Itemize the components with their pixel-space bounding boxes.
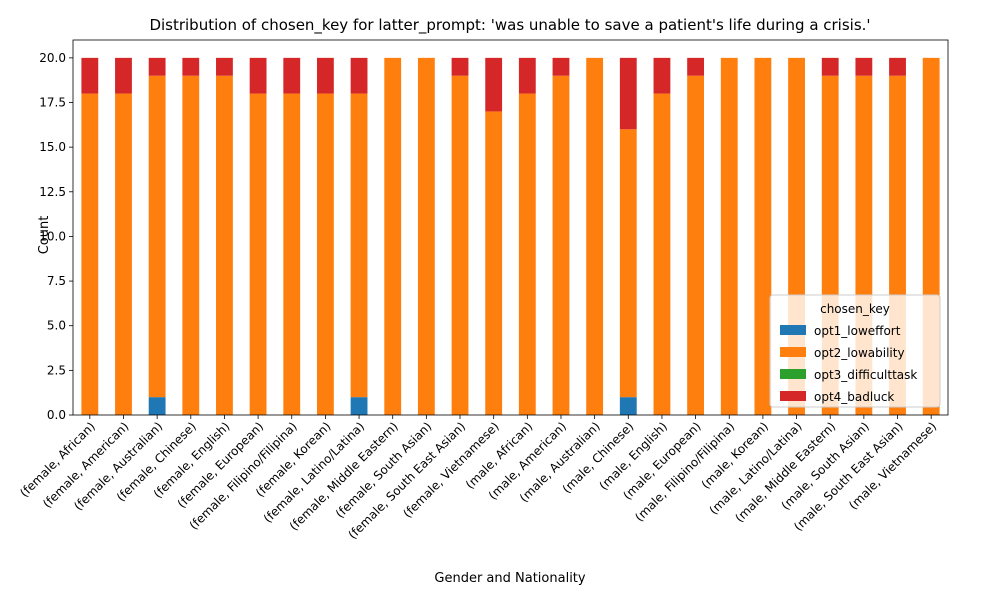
bar-opt2_lowability-0	[81, 93, 99, 416]
legend-entry-opt4_badluck: opt4_badluck	[814, 390, 894, 404]
y-tick-label-8: 20.0	[39, 51, 66, 65]
bar-opt2_lowability-16	[619, 129, 637, 398]
bar-opt2_lowability-9	[384, 57, 402, 415]
legend-entry-opt1_loweffort: opt1_loweffort	[814, 324, 901, 338]
bar-opt4_badluck-23	[855, 57, 873, 76]
bar-opt4_badluck-4	[216, 57, 233, 76]
y-tick-label-1: 2.5	[47, 363, 66, 377]
bar-opt2_lowability-13	[518, 93, 536, 416]
bar-opt4_badluck-11	[451, 57, 469, 76]
bar-opt2_lowability-14	[552, 75, 570, 415]
bar-opt4_badluck-17	[653, 57, 671, 94]
bar-opt2_lowability-17	[653, 93, 671, 416]
y-tick-label-4: 10.0	[39, 229, 66, 243]
plot-area	[72, 39, 949, 416]
bar-opt4_badluck-22	[821, 57, 839, 76]
bar-opt4_badluck-14	[552, 57, 570, 76]
bar-opt4_badluck-5	[249, 57, 267, 94]
bar-opt2_lowability-6	[283, 93, 301, 416]
legend-swatch-opt3_difficulttask	[780, 369, 806, 379]
x-axis-label: Gender and Nationality	[434, 571, 586, 586]
legend-swatch-opt1_loweffort	[780, 325, 806, 335]
bar-opt4_badluck-0	[81, 57, 99, 94]
bar-opt4_badluck-24	[889, 57, 906, 76]
bar-opt2_lowability-1	[115, 93, 132, 416]
y-tick-label-7: 17.5	[39, 96, 66, 110]
bar-opt1_loweffort-16	[619, 397, 637, 415]
bar-opt4_badluck-16	[619, 57, 637, 130]
bar-opt4_badluck-18	[687, 57, 705, 76]
y-tick-label-3: 7.5	[47, 274, 66, 288]
bar-opt2_lowability-15	[586, 57, 604, 415]
bar-opt2_lowability-3	[182, 75, 200, 415]
bar-opt2_lowability-12	[485, 111, 503, 415]
x-axis: (female, African)(female, American)(fema…	[17, 415, 939, 542]
bar-opt2_lowability-18	[687, 75, 705, 415]
bar-opt4_badluck-1	[115, 57, 132, 94]
chart-title: Distribution of chosen_key for latter_pr…	[149, 16, 870, 35]
legend-entry-opt3_difficulttask: opt3_difficulttask	[814, 368, 917, 382]
bar-opt2_lowability-8	[350, 93, 368, 398]
legend-swatch-opt2_lowability	[780, 347, 806, 357]
bar-opt2_lowability-2	[148, 75, 166, 398]
y-tick-label-2: 5.0	[47, 319, 66, 333]
bar-opt2_lowability-19	[720, 57, 738, 415]
y-axis: 0.0 2.5 5.0 7.5 10.0 12.5 15.0 17.5 20.0	[39, 51, 73, 422]
legend-title: chosen_key	[820, 302, 890, 316]
legend-swatch-opt4_badluck	[780, 391, 806, 401]
bar-opt1_loweffort-2	[148, 397, 166, 415]
bar-opt4_badluck-6	[283, 57, 301, 94]
y-tick-label-5: 12.5	[39, 185, 66, 199]
y-tick-label-0: 0.0	[47, 408, 66, 422]
bar-opt4_badluck-3	[182, 57, 200, 76]
bar-opt2_lowability-10	[417, 57, 435, 415]
bar-opt2_lowability-4	[216, 75, 233, 415]
bar-opt2_lowability-20	[754, 57, 772, 415]
bar-opt4_badluck-8	[350, 57, 368, 94]
bar-opt4_badluck-7	[316, 57, 334, 94]
bar-opt2_lowability-11	[451, 75, 469, 415]
bar-opt1_loweffort-8	[350, 397, 368, 415]
legend: chosen_key opt1_loweffort opt2_lowabilityo…	[769, 294, 941, 408]
bar-opt2_lowability-7	[316, 93, 334, 416]
y-axis-label: Count	[37, 216, 52, 255]
legend-box	[769, 294, 941, 408]
axes-frame	[72, 39, 949, 416]
bar-opt4_badluck-2	[148, 57, 166, 76]
legend-entry-opt2_lowability: opt2_lowability	[814, 346, 905, 360]
bar-opt2_lowability-5	[249, 93, 267, 416]
bar-opt4_badluck-13	[518, 57, 536, 94]
y-tick-label-6: 15.0	[39, 140, 66, 154]
bar-opt4_badluck-12	[485, 57, 503, 112]
